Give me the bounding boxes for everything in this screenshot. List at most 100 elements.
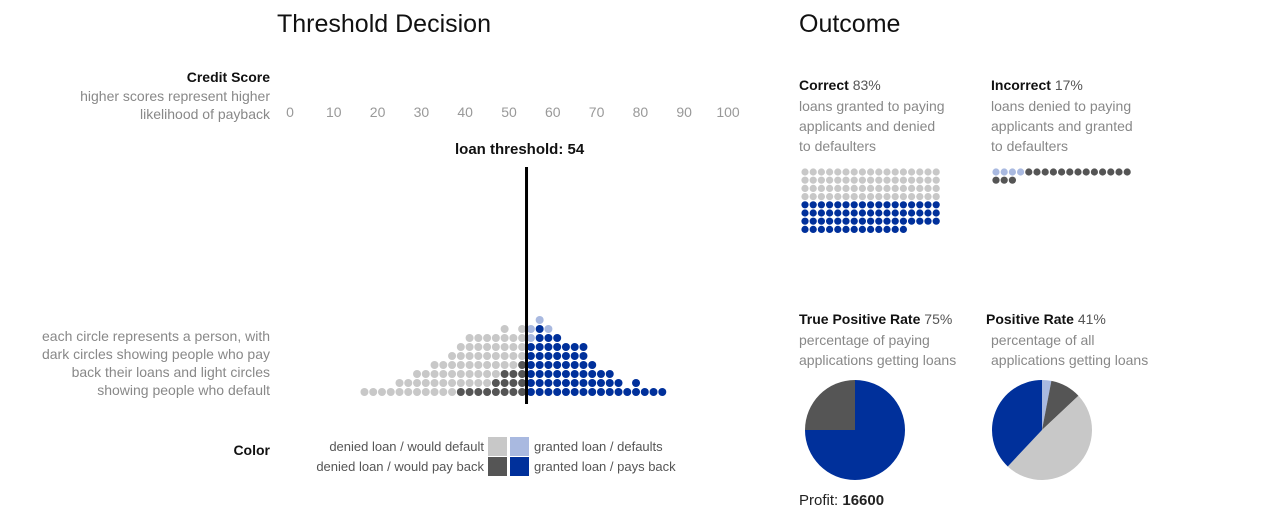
outcome-dot <box>809 193 817 201</box>
color-label: Color <box>233 442 270 458</box>
outcome-dot <box>842 201 850 209</box>
outcome-dot <box>850 225 858 233</box>
incorrect-header: Incorrect 17% <box>991 77 1083 93</box>
pos-rate-label: Positive Rate <box>986 311 1074 327</box>
person-dot <box>535 316 544 324</box>
legend-denied-pay-label: denied loan / would pay back <box>316 459 484 474</box>
outcome-dot <box>850 184 858 192</box>
person-dot <box>544 388 553 396</box>
person-dot <box>596 388 605 396</box>
legend-granted-default-label: granted loan / defaults <box>534 439 663 454</box>
person-dot <box>561 361 570 369</box>
outcome-dot <box>891 168 899 176</box>
outcome-dot <box>916 209 924 217</box>
outcome-dot <box>875 193 883 201</box>
outcome-dot <box>826 193 834 201</box>
outcome-dot <box>1066 168 1074 176</box>
outcome-dot <box>801 193 809 201</box>
person-dot <box>535 325 544 333</box>
outcome-dot <box>850 176 858 184</box>
incorrect-desc-3: to defaulters <box>991 138 1069 154</box>
person-dot <box>386 388 395 396</box>
outcome-dot <box>867 217 875 225</box>
outcome-dot <box>867 201 875 209</box>
person-dot <box>649 388 658 396</box>
outcome-dot <box>834 184 842 192</box>
person-dot <box>395 379 404 387</box>
outcome-dot <box>817 168 826 176</box>
person-dot <box>518 334 527 342</box>
pos-rate-header: Positive Rate 41% <box>986 311 1106 327</box>
outcome-dot <box>932 217 940 225</box>
correct-desc-1: loans granted to paying <box>799 98 945 114</box>
circle-desc-line-4: showing people who default <box>97 382 270 398</box>
correct-value: 83% <box>852 77 881 93</box>
person-dot <box>596 379 605 387</box>
axis-tick-label: 60 <box>545 104 561 120</box>
outcome-dot <box>875 201 883 209</box>
outcome-dot <box>908 176 916 184</box>
person-dot <box>553 352 562 360</box>
person-dot <box>579 361 588 369</box>
person-dot <box>483 343 492 351</box>
person-dot <box>614 379 623 387</box>
outcome-dot <box>908 209 916 217</box>
person-dot <box>483 352 492 360</box>
person-dot <box>614 388 623 396</box>
outcome-dot <box>842 217 850 225</box>
person-dot <box>491 370 500 378</box>
legend-denied-default-label: denied loan / would default <box>329 439 484 454</box>
outcome-dot <box>858 176 867 184</box>
outcome-dot <box>1025 168 1033 176</box>
outcome-dot <box>924 201 932 209</box>
axis-tick-label: 40 <box>457 104 473 120</box>
outcome-title: Outcome <box>799 10 901 38</box>
outcome-dot <box>858 184 867 192</box>
legend-granted-pay-label: granted loan / pays back <box>534 459 676 474</box>
pie-slice <box>1042 380 1052 430</box>
person-dot <box>518 325 527 333</box>
outcome-dot <box>801 201 809 209</box>
outcome-dot <box>875 184 883 192</box>
outcome-dot <box>850 217 858 225</box>
circle-desc: each circle represents a person, with da… <box>20 327 270 399</box>
person-dot <box>509 388 518 396</box>
outcome-dot <box>809 168 817 176</box>
person-dot <box>570 388 579 396</box>
outcome-dot <box>916 201 924 209</box>
person-dot <box>448 352 457 360</box>
outcome-dot <box>1082 168 1090 176</box>
pos-rate-value: 41% <box>1077 311 1106 327</box>
outcome-dot <box>992 168 1000 176</box>
person-dot <box>570 352 579 360</box>
outcome-dot <box>932 209 940 217</box>
outcome-dot <box>908 201 916 209</box>
pos-rate-desc: percentage of all applications getting l… <box>991 330 1148 370</box>
outcome-dot <box>826 176 834 184</box>
outcome-dot <box>817 217 826 225</box>
outcome-dot <box>1115 168 1123 176</box>
person-dot <box>448 388 457 396</box>
person-dot <box>553 388 562 396</box>
person-dot <box>535 361 544 369</box>
outcome-dot <box>932 193 940 201</box>
outcome-dot <box>858 168 867 176</box>
person-dot <box>570 370 579 378</box>
person-dot <box>456 370 465 378</box>
outcome-dot <box>817 209 826 217</box>
person-dot <box>561 388 570 396</box>
outcome-dot <box>842 168 850 176</box>
outcome-dot <box>875 176 883 184</box>
correct-label: Correct <box>799 77 849 93</box>
person-dot <box>535 370 544 378</box>
person-dot <box>500 361 509 369</box>
person-dot <box>579 352 588 360</box>
person-dot <box>658 388 667 396</box>
legend-granted-default-swatch <box>510 437 529 456</box>
outcome-dot <box>883 225 891 233</box>
outcome-dot <box>809 201 817 209</box>
pos-rate-desc-2: applications getting loans <box>991 352 1149 368</box>
person-dot <box>377 388 386 396</box>
person-dot <box>404 379 413 387</box>
